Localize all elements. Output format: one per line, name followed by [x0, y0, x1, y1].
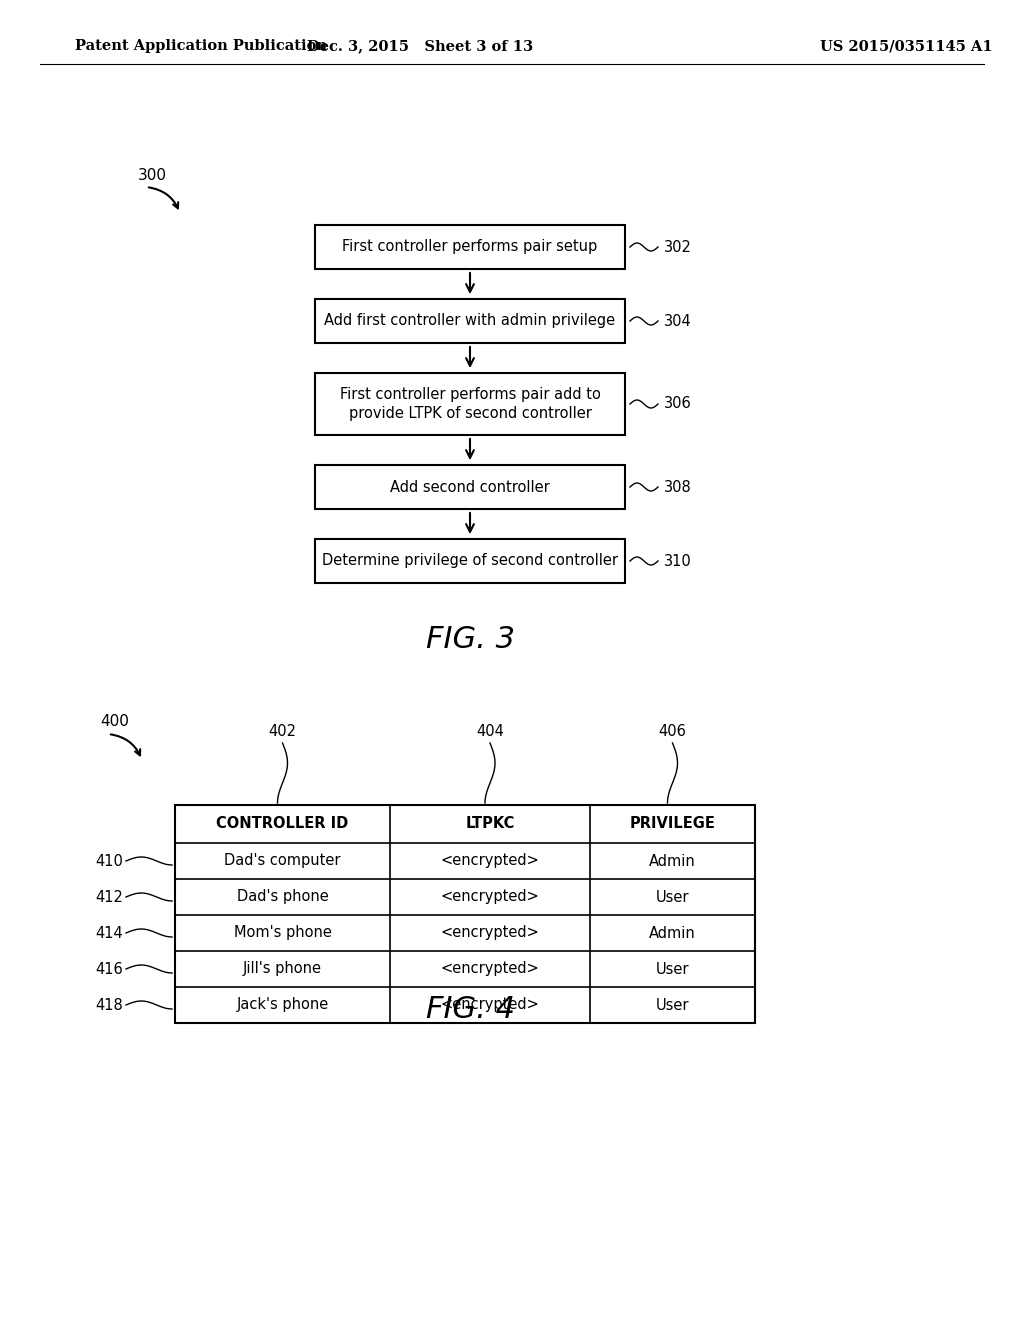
Text: Dad's phone: Dad's phone [237, 890, 329, 904]
Text: Add first controller with admin privilege: Add first controller with admin privileg… [325, 314, 615, 329]
Bar [315, 374, 625, 436]
Text: 300: 300 [138, 168, 167, 182]
Text: 302: 302 [664, 239, 692, 255]
Text: 306: 306 [664, 396, 692, 412]
Text: Patent Application Publication: Patent Application Publication [75, 40, 327, 53]
Text: Dad's computer: Dad's computer [224, 854, 341, 869]
Text: <encrypted>: <encrypted> [440, 998, 540, 1012]
Bar [315, 224, 625, 269]
Text: Mom's phone: Mom's phone [233, 925, 332, 940]
Text: Admin: Admin [649, 925, 696, 940]
Text: 412: 412 [95, 890, 123, 904]
Bar [315, 300, 625, 343]
Bar [315, 539, 625, 583]
Text: Jack's phone: Jack's phone [237, 998, 329, 1012]
Text: Determine privilege of second controller: Determine privilege of second controller [322, 553, 618, 569]
Text: 404: 404 [476, 723, 504, 738]
Text: 406: 406 [658, 723, 686, 738]
Text: User: User [655, 998, 689, 1012]
Text: FIG. 4: FIG. 4 [426, 995, 514, 1024]
Text: User: User [655, 961, 689, 977]
Text: <encrypted>: <encrypted> [440, 890, 540, 904]
Text: FIG. 3: FIG. 3 [426, 626, 514, 655]
Text: PRIVILEGE: PRIVILEGE [630, 817, 716, 832]
Text: 400: 400 [100, 714, 129, 730]
Text: 414: 414 [95, 925, 123, 940]
Text: 416: 416 [95, 961, 123, 977]
Text: <encrypted>: <encrypted> [440, 925, 540, 940]
Text: <encrypted>: <encrypted> [440, 854, 540, 869]
Text: LTPKC: LTPKC [465, 817, 515, 832]
Text: Admin: Admin [649, 854, 696, 869]
Bar [175, 805, 755, 1023]
Text: 304: 304 [664, 314, 692, 329]
Text: 402: 402 [268, 723, 297, 738]
Text: CONTROLLER ID: CONTROLLER ID [216, 817, 348, 832]
Text: 418: 418 [95, 998, 123, 1012]
Text: 310: 310 [664, 553, 692, 569]
Text: US 2015/0351145 A1: US 2015/0351145 A1 [820, 40, 992, 53]
Text: User: User [655, 890, 689, 904]
Text: <encrypted>: <encrypted> [440, 961, 540, 977]
Text: Add second controller: Add second controller [390, 479, 550, 495]
Text: Jill's phone: Jill's phone [243, 961, 322, 977]
Text: 308: 308 [664, 479, 692, 495]
Bar [315, 465, 625, 510]
Text: 410: 410 [95, 854, 123, 869]
Text: First controller performs pair setup: First controller performs pair setup [342, 239, 598, 255]
Text: First controller performs pair add to
provide LTPK of second controller: First controller performs pair add to pr… [340, 387, 600, 421]
Text: Dec. 3, 2015   Sheet 3 of 13: Dec. 3, 2015 Sheet 3 of 13 [307, 40, 534, 53]
